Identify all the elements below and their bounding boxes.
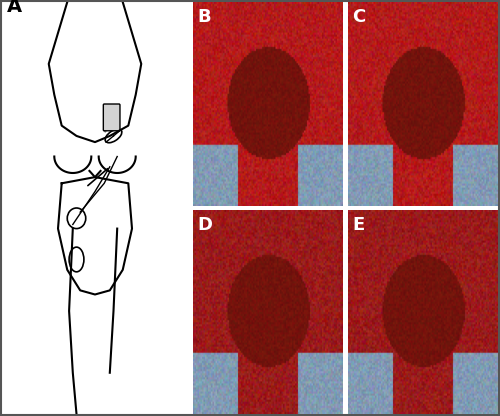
Text: E: E (352, 216, 364, 235)
Text: C: C (352, 8, 365, 27)
Text: D: D (197, 216, 212, 235)
FancyArrow shape (104, 114, 120, 133)
FancyBboxPatch shape (104, 104, 120, 131)
Text: A: A (8, 0, 22, 16)
Text: B: B (197, 8, 210, 27)
